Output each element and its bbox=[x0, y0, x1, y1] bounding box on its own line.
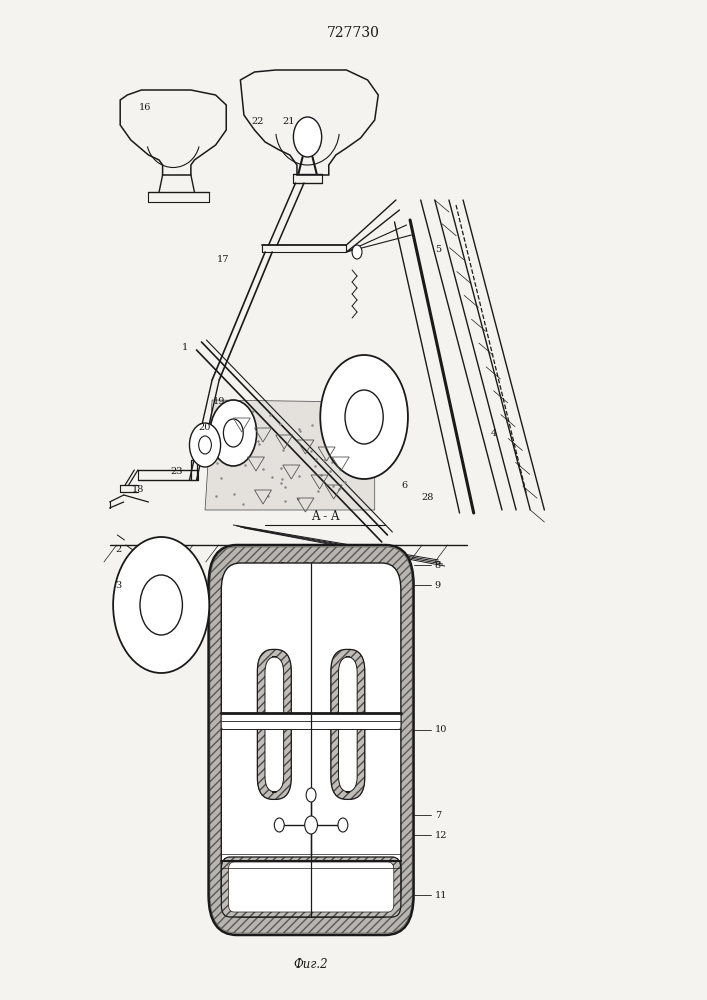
Text: 2: 2 bbox=[116, 546, 122, 554]
Text: 23: 23 bbox=[170, 468, 183, 477]
Circle shape bbox=[223, 419, 243, 447]
Circle shape bbox=[293, 117, 322, 157]
Text: Фиг.1: Фиг.1 bbox=[276, 562, 310, 574]
Text: A: A bbox=[380, 607, 387, 616]
Text: 11: 11 bbox=[435, 890, 448, 900]
FancyBboxPatch shape bbox=[228, 862, 394, 912]
Text: 9: 9 bbox=[435, 580, 441, 589]
Circle shape bbox=[320, 355, 408, 479]
Text: 3: 3 bbox=[116, 580, 122, 589]
Text: 8: 8 bbox=[435, 560, 441, 570]
Text: 18: 18 bbox=[132, 486, 144, 494]
Text: 4: 4 bbox=[491, 428, 496, 438]
FancyBboxPatch shape bbox=[265, 657, 284, 792]
FancyBboxPatch shape bbox=[257, 649, 291, 799]
FancyBboxPatch shape bbox=[221, 563, 401, 917]
Text: 7: 7 bbox=[435, 810, 441, 820]
Circle shape bbox=[274, 818, 284, 832]
Text: A - A: A - A bbox=[311, 510, 339, 523]
Text: Фиг.2: Фиг.2 bbox=[294, 958, 328, 972]
Circle shape bbox=[345, 390, 383, 444]
FancyBboxPatch shape bbox=[221, 857, 401, 917]
Text: 16: 16 bbox=[139, 103, 151, 111]
FancyBboxPatch shape bbox=[339, 657, 357, 792]
FancyBboxPatch shape bbox=[209, 545, 414, 935]
Text: 5: 5 bbox=[436, 245, 441, 254]
Text: 7: 7 bbox=[362, 597, 368, 606]
FancyBboxPatch shape bbox=[221, 713, 401, 729]
Circle shape bbox=[113, 537, 209, 673]
Circle shape bbox=[189, 423, 221, 467]
Circle shape bbox=[352, 245, 362, 259]
Text: 10: 10 bbox=[435, 726, 448, 734]
Text: 20: 20 bbox=[199, 424, 211, 432]
Text: 15: 15 bbox=[315, 636, 328, 645]
Circle shape bbox=[305, 816, 317, 834]
Text: 13: 13 bbox=[342, 620, 355, 630]
Text: 28: 28 bbox=[421, 493, 434, 502]
Text: 6: 6 bbox=[402, 481, 407, 489]
Text: 14: 14 bbox=[299, 648, 312, 658]
Text: 17: 17 bbox=[216, 255, 229, 264]
FancyBboxPatch shape bbox=[331, 649, 365, 799]
Text: 21: 21 bbox=[282, 117, 295, 126]
Text: 22: 22 bbox=[252, 117, 264, 126]
Circle shape bbox=[338, 818, 348, 832]
Text: 1: 1 bbox=[182, 344, 188, 353]
Polygon shape bbox=[205, 400, 375, 510]
Circle shape bbox=[306, 788, 316, 802]
Circle shape bbox=[199, 436, 211, 454]
Text: 19: 19 bbox=[213, 397, 226, 406]
Text: 727730: 727730 bbox=[327, 26, 380, 40]
Text: 12: 12 bbox=[435, 830, 448, 840]
Circle shape bbox=[140, 575, 182, 635]
Circle shape bbox=[210, 400, 257, 466]
